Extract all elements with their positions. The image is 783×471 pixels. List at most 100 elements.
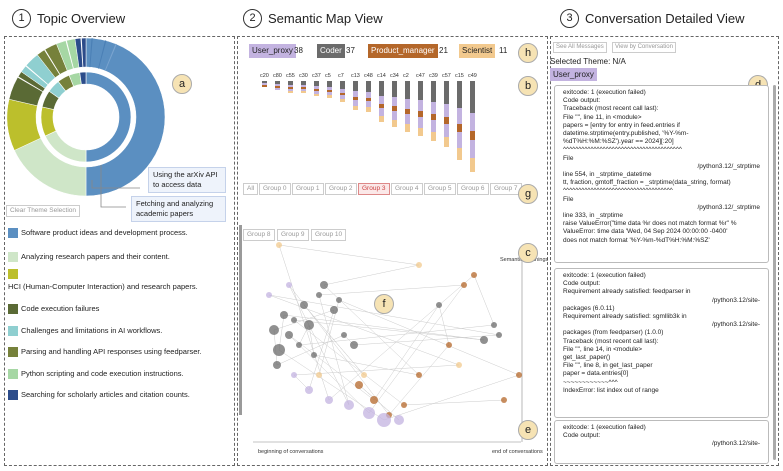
sunburst-divider xyxy=(104,43,117,71)
role-segment xyxy=(405,114,410,124)
group-filter-button[interactable]: Group 0 xyxy=(259,183,291,195)
group-filter-button[interactable]: Group 10 xyxy=(311,229,347,241)
map-node xyxy=(516,372,522,378)
role-stack[interactable] xyxy=(457,81,462,160)
group-filter-button[interactable]: Group 4 xyxy=(391,183,423,195)
x-axis-start-label: beginning of conversations xyxy=(258,449,324,455)
group-filter-button[interactable]: Group 5 xyxy=(424,183,456,195)
role-count: 11 xyxy=(499,46,508,55)
message-line: File "", line 8, in get_last_paper xyxy=(563,362,653,370)
message-line: /python3.12/_strptime xyxy=(697,203,760,211)
role-segment xyxy=(379,81,384,96)
message-list-scrollbar[interactable] xyxy=(773,85,776,460)
message-card[interactable]: exitcode: 1 (execution failed) Code outpu… xyxy=(554,420,769,464)
map-node xyxy=(491,322,497,328)
map-node xyxy=(361,372,367,378)
legend-swatch xyxy=(8,252,18,262)
legend-swatch xyxy=(8,390,18,400)
group-filter-button[interactable]: Group 6 xyxy=(457,183,489,195)
see-all-messages-button[interactable]: See All Messages xyxy=(553,42,607,53)
role-stack[interactable] xyxy=(405,81,410,132)
topic-sunburst[interactable] xyxy=(0,36,235,226)
message-line: papers = [entry for entry in feed.entrie… xyxy=(563,121,680,129)
annotation-badge: e xyxy=(518,420,538,440)
column-label: c7 xyxy=(338,73,344,79)
role-segment xyxy=(379,108,384,116)
map-edge xyxy=(268,294,500,336)
group-filter-button[interactable]: Group 1 xyxy=(292,183,324,195)
message-card[interactable]: exitcode: 1 (execution failed) Code outpu… xyxy=(554,85,769,263)
role-tag[interactable]: Coder xyxy=(317,44,345,58)
role-stack[interactable] xyxy=(288,81,293,93)
message-line: Code output: xyxy=(563,97,601,105)
message-line: does not match format '%Y-%m-%dT%H:%M:%S… xyxy=(563,236,710,244)
role-segment xyxy=(431,114,436,120)
role-tag[interactable]: User_proxy xyxy=(249,44,296,58)
role-stack[interactable] xyxy=(444,81,449,147)
role-stack[interactable] xyxy=(392,81,397,127)
column-label: c2 xyxy=(403,73,409,79)
map-node xyxy=(280,311,288,319)
role-stack[interactable] xyxy=(431,81,436,141)
role-stack[interactable] xyxy=(262,81,267,87)
map-edge xyxy=(288,284,350,406)
group-filter-button[interactable]: Group 8 xyxy=(243,229,275,241)
group-filter-button[interactable]: All xyxy=(243,183,259,195)
role-segment xyxy=(314,86,319,89)
map-node xyxy=(363,407,375,419)
group-filter-button[interactable]: Group 2 xyxy=(325,183,357,195)
message-line: packages (from feedparser) (1.0.0) xyxy=(563,329,664,337)
map-edge xyxy=(308,324,315,356)
panel-title: Semantic Map View xyxy=(268,10,383,26)
role-stack[interactable] xyxy=(340,81,345,102)
role-segment xyxy=(444,124,449,137)
semantic-scatter-map[interactable] xyxy=(239,225,545,460)
message-line: datetime.strptime(entry.published, '%Y-%… xyxy=(563,130,689,138)
group-filter-button[interactable]: Group 7 xyxy=(490,183,522,195)
role-tag[interactable]: Product_manager xyxy=(368,44,438,58)
group-filter-button[interactable]: Group 9 xyxy=(277,229,309,241)
role-stack[interactable] xyxy=(301,81,306,93)
legend-swatch xyxy=(8,304,18,314)
legend-label: Parsing and handling API responses using… xyxy=(21,347,202,356)
role-segment xyxy=(327,87,332,90)
role-segment xyxy=(327,92,332,95)
message-card[interactable]: exitcode: 1 (execution failed) Code outpu… xyxy=(554,268,769,418)
role-stack[interactable] xyxy=(353,81,358,110)
view-by-conversation-button[interactable]: View by Conversation xyxy=(612,42,676,53)
role-stack[interactable] xyxy=(327,81,332,98)
message-line: File xyxy=(563,154,574,162)
role-segment xyxy=(314,89,319,91)
role-stack[interactable] xyxy=(275,81,280,90)
column-label: c34 xyxy=(390,73,399,79)
sunburst-segment xyxy=(85,71,132,163)
legend-label: Code execution failures xyxy=(21,304,100,313)
map-edge xyxy=(318,284,465,296)
role-stack[interactable] xyxy=(366,81,371,112)
role-stack[interactable] xyxy=(418,81,423,136)
role-segment xyxy=(301,89,306,91)
clear-theme-selection-button[interactable]: Clear Theme Selection xyxy=(6,205,80,217)
map-edge xyxy=(338,299,520,376)
role-stack[interactable] xyxy=(314,81,319,96)
map-node xyxy=(311,352,317,358)
role-stack[interactable] xyxy=(470,81,475,172)
map-node xyxy=(456,362,462,368)
annotation-badge: b xyxy=(518,76,538,96)
sunburst-divider xyxy=(65,40,74,69)
role-stack[interactable] xyxy=(379,81,384,122)
map-node xyxy=(325,396,333,404)
sunburst-divider xyxy=(80,38,84,68)
group-filter-button[interactable]: Group 3 xyxy=(358,183,390,195)
legend-swatch xyxy=(8,347,18,357)
panel-title: Conversation Detailed View xyxy=(585,10,745,26)
role-segment xyxy=(457,132,462,148)
role-segment xyxy=(405,109,410,114)
sunburst-segment xyxy=(40,106,57,137)
map-edge xyxy=(278,244,420,266)
map-node xyxy=(436,302,442,308)
map-node xyxy=(446,342,452,348)
role-segment xyxy=(288,91,293,93)
role-tag[interactable]: Scientist xyxy=(459,44,496,58)
theme-tag[interactable]: User_proxy xyxy=(550,68,597,81)
